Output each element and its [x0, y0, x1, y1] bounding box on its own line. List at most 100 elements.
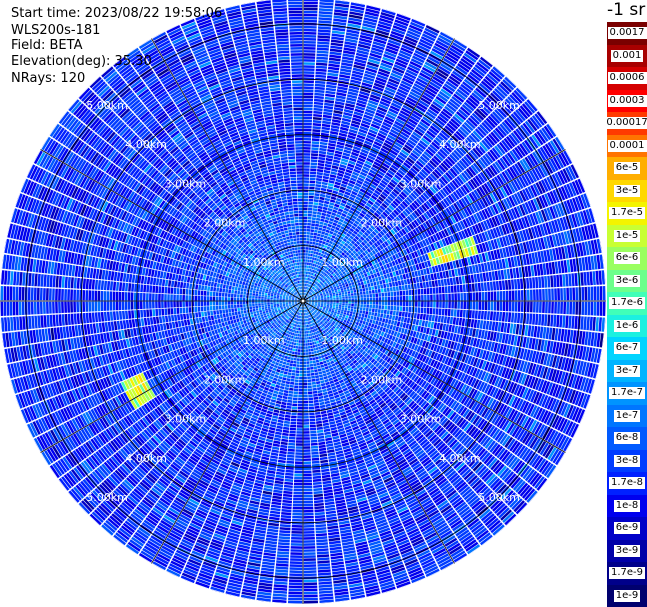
scan-cell	[508, 246, 513, 257]
scan-cell	[376, 173, 384, 179]
scan-cell	[487, 291, 491, 301]
scan-cell	[291, 68, 303, 71]
scan-cell	[423, 30, 437, 39]
scan-cell	[435, 96, 447, 105]
scan-cell	[408, 194, 415, 202]
scan-cell	[303, 50, 316, 53]
scan-cell	[346, 278, 350, 282]
scan-cell	[400, 257, 405, 263]
scan-cell	[429, 125, 440, 134]
scan-cell	[312, 254, 316, 258]
scan-cell	[471, 69, 484, 80]
scan-cell	[340, 269, 345, 273]
scan-cell	[455, 232, 461, 241]
scan-cell	[146, 21, 161, 31]
scan-cell	[503, 269, 508, 280]
scan-cell	[379, 280, 383, 285]
scan-cell	[439, 294, 442, 301]
scan-cell	[424, 253, 430, 261]
scan-cell	[454, 293, 457, 301]
scan-cell	[504, 76, 517, 89]
scan-cell	[402, 290, 406, 296]
scan-cell	[474, 128, 485, 139]
scan-cell	[331, 165, 339, 170]
scan-cell	[310, 269, 313, 273]
scan-cell	[348, 88, 359, 94]
scan-cell	[311, 141, 320, 145]
scan-cell	[467, 47, 481, 58]
scan-cell	[409, 24, 423, 33]
scan-cell	[452, 233, 458, 242]
scan-cell	[477, 222, 484, 233]
scan-cell	[388, 262, 393, 268]
scan-cell	[313, 199, 319, 203]
scan-cell	[324, 232, 329, 236]
scan-cell	[347, 20, 362, 26]
scan-cell	[371, 214, 378, 220]
scan-cell	[383, 0, 399, 7]
scan-cell	[328, 180, 335, 184]
scan-cell	[388, 108, 399, 115]
scan-cell	[440, 63, 453, 72]
scan-cell	[313, 232, 318, 236]
scan-cell	[444, 218, 451, 227]
scan-cell	[273, 160, 281, 165]
scan-cell	[282, 101, 293, 106]
scan-cell	[459, 106, 471, 116]
scan-cell	[311, 272, 314, 276]
scan-cell	[334, 281, 338, 285]
scan-cell	[371, 91, 382, 98]
scan-cell	[524, 202, 532, 214]
scan-cell	[295, 141, 303, 144]
scan-cell	[532, 183, 541, 196]
scan-cell	[349, 265, 354, 270]
scan-cell	[380, 12, 395, 19]
scan-cell	[303, 89, 314, 93]
scan-cell	[410, 134, 420, 142]
scan-cell	[408, 253, 413, 260]
scan-cell	[373, 264, 378, 269]
scan-cell	[303, 13, 318, 17]
scan-cell	[347, 280, 351, 284]
scan-cell	[405, 123, 415, 131]
scan-cell	[536, 165, 546, 178]
scan-cell	[299, 237, 303, 241]
scan-cell	[545, 262, 550, 275]
scan-cell	[303, 144, 311, 147]
scan-cell	[330, 298, 333, 300]
scan-cell	[396, 195, 404, 203]
scan-cell	[468, 204, 476, 214]
scan-cell	[578, 257, 583, 272]
scan-cell	[310, 289, 313, 292]
scan-cell	[281, 243, 286, 248]
scan-cell	[388, 181, 396, 188]
scan-cell	[286, 239, 291, 243]
scan-cell	[578, 242, 584, 257]
scan-cell	[350, 279, 354, 283]
scan-cell	[304, 277, 306, 280]
scan-cell	[288, 1, 303, 5]
scan-cell	[306, 286, 308, 290]
scan-cell	[422, 222, 429, 230]
scan-cell	[436, 166, 445, 175]
scan-cell	[546, 192, 554, 205]
scan-cell	[349, 126, 359, 131]
scan-cell	[498, 59, 511, 71]
scan-cell	[493, 291, 497, 301]
scan-cell	[341, 199, 347, 204]
scan-cell	[498, 259, 503, 270]
scan-cell	[502, 236, 508, 247]
scan-cell	[350, 123, 360, 128]
scan-cell	[303, 31, 317, 35]
scan-cell	[452, 277, 457, 285]
scan-cell	[394, 259, 399, 265]
scan-cell	[304, 292, 306, 296]
scan-cell	[386, 215, 393, 222]
scan-cell	[348, 129, 358, 134]
scan-cell	[320, 293, 323, 296]
scan-cell	[366, 174, 374, 181]
scan-cell	[333, 156, 341, 161]
scan-cell	[386, 45, 399, 52]
scan-cell	[333, 159, 341, 164]
scan-cell	[308, 274, 310, 278]
